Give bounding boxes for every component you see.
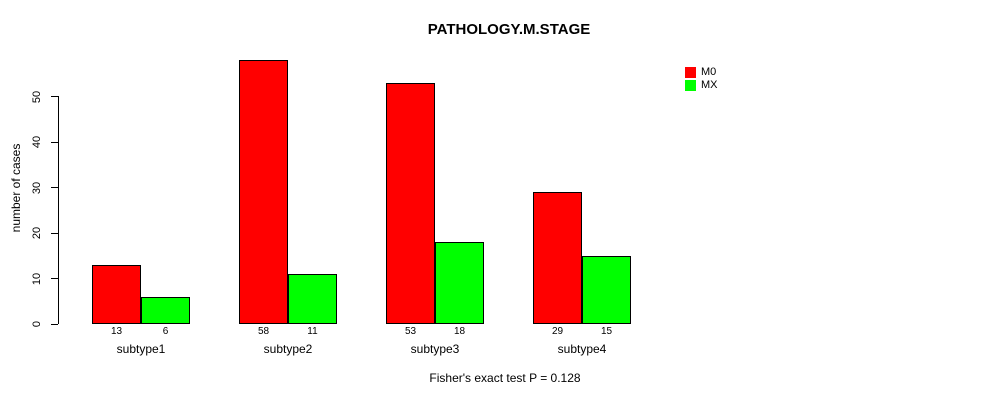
bar-value-label: 11 bbox=[307, 326, 318, 337]
y-tick bbox=[51, 278, 58, 279]
x-category-label: subtype3 bbox=[410, 342, 460, 356]
chart-title: PATHOLOGY.M.STAGE bbox=[427, 21, 591, 38]
legend-label: M0 bbox=[701, 66, 717, 78]
bar-m0-subtype3 bbox=[386, 82, 435, 324]
annotation-fisher-test: Fisher's exact test P = 0.128 bbox=[429, 371, 581, 385]
legend-label: MX bbox=[701, 79, 718, 91]
x-category-label: subtype1 bbox=[116, 342, 166, 356]
y-tick-label: 40 bbox=[31, 135, 43, 149]
y-tick bbox=[51, 141, 58, 143]
legend-swatch-m0 bbox=[685, 67, 696, 78]
bar-value-label: 53 bbox=[404, 326, 417, 337]
bar-value-label: 13 bbox=[110, 326, 123, 337]
y-tick-label: 20 bbox=[31, 226, 43, 240]
bar-m0-subtype2 bbox=[239, 60, 288, 324]
bar-m0-subtype1 bbox=[92, 264, 141, 324]
y-tick-label: 50 bbox=[31, 90, 43, 103]
y-tick bbox=[51, 232, 58, 234]
bar-mx-subtype1 bbox=[141, 296, 190, 324]
y-tick-label: 0 bbox=[31, 320, 43, 328]
x-category-label: subtype4 bbox=[557, 342, 607, 356]
bar-value-label: 6 bbox=[162, 326, 169, 337]
y-tick bbox=[51, 323, 58, 325]
legend-item: MX bbox=[685, 80, 718, 91]
y-tick bbox=[51, 187, 58, 188]
x-category-label: subtype2 bbox=[263, 342, 313, 356]
y-axis-line bbox=[58, 96, 59, 324]
bar-mx-subtype3 bbox=[435, 242, 484, 324]
bar-value-label: 18 bbox=[453, 326, 466, 337]
y-tick-label: 10 bbox=[31, 272, 43, 285]
bar-m0-subtype4 bbox=[533, 192, 582, 324]
legend-item: M0 bbox=[685, 67, 718, 78]
y-axis-label: number of cases bbox=[9, 143, 23, 233]
bar-value-label: 58 bbox=[257, 326, 270, 337]
y-tick bbox=[51, 96, 58, 97]
y-tick-label: 30 bbox=[31, 181, 43, 194]
bar-mx-subtype2 bbox=[288, 273, 337, 324]
legend: M0 MX bbox=[685, 67, 718, 93]
bar-mx-subtype4 bbox=[582, 255, 631, 324]
bar-value-label: 15 bbox=[600, 326, 613, 337]
bar-value-label: 29 bbox=[551, 326, 564, 337]
legend-swatch-mx bbox=[685, 80, 696, 91]
